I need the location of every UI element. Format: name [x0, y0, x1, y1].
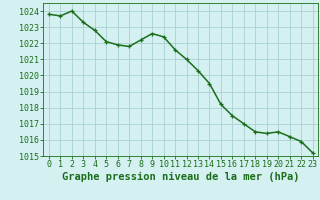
X-axis label: Graphe pression niveau de la mer (hPa): Graphe pression niveau de la mer (hPa) [62, 172, 300, 182]
